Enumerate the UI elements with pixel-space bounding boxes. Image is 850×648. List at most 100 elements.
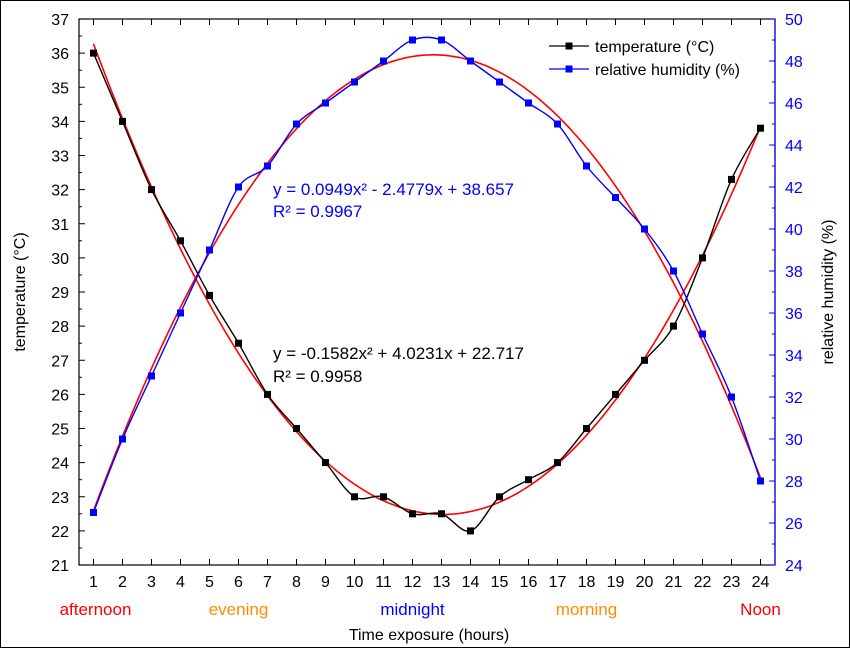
data-point-temperature bbox=[322, 459, 329, 467]
y-right-tick-label: 38 bbox=[785, 264, 803, 281]
data-point-humidity bbox=[583, 162, 590, 170]
series-line-temperature bbox=[92, 52, 762, 532]
data-series bbox=[90, 36, 764, 535]
x-tick-label: 3 bbox=[147, 574, 156, 591]
y-left-tick-label: 21 bbox=[51, 558, 69, 575]
data-point-humidity bbox=[380, 57, 387, 65]
data-point-temperature bbox=[612, 390, 619, 398]
y-right-tick-label: 48 bbox=[785, 54, 803, 71]
x-tick-label: 11 bbox=[375, 574, 392, 591]
legend-marker-humidity bbox=[565, 65, 573, 73]
y-right-tick-label: 32 bbox=[785, 390, 803, 407]
y-right-tick-label: 28 bbox=[785, 474, 803, 491]
y-right-tick-label: 46 bbox=[785, 96, 803, 113]
y-left-tick-label: 31 bbox=[51, 217, 69, 234]
data-point-temperature bbox=[699, 254, 706, 262]
x-tick-label: 17 bbox=[549, 574, 567, 591]
legend: temperature (°C) relative humidity (%) bbox=[549, 39, 740, 79]
x-tick-label: 24 bbox=[752, 574, 770, 591]
x-tick-label: 9 bbox=[321, 574, 330, 591]
data-point-temperature bbox=[525, 476, 532, 484]
x-tick-label: 18 bbox=[578, 574, 596, 591]
data-point-humidity bbox=[670, 267, 677, 275]
y-left-tick-label: 34 bbox=[51, 114, 69, 131]
x-tick-label: 23 bbox=[723, 574, 741, 591]
data-point-humidity bbox=[235, 183, 242, 191]
y-axis-title-left: temperature (°C) bbox=[12, 232, 29, 351]
x-tick-label: 22 bbox=[694, 574, 712, 591]
y-left-tick-label: 22 bbox=[51, 524, 69, 541]
data-point-temperature bbox=[119, 117, 126, 125]
data-point-temperature bbox=[380, 493, 387, 501]
period-label-afternoon: afternoon bbox=[60, 600, 132, 619]
x-tick-label: 6 bbox=[234, 574, 243, 591]
x-tick-label: 19 bbox=[607, 574, 625, 591]
data-point-temperature bbox=[438, 510, 445, 518]
data-point-humidity bbox=[496, 78, 503, 86]
y-left-tick-label: 35 bbox=[51, 80, 69, 97]
data-point-temperature bbox=[90, 49, 97, 57]
data-point-humidity bbox=[148, 372, 155, 380]
data-point-humidity bbox=[728, 393, 735, 401]
y-axis-title-right: relative humidity (%) bbox=[820, 220, 837, 365]
plot-frame bbox=[78, 18, 776, 566]
legend-marker-temperature bbox=[565, 42, 573, 50]
y-left-tick-label: 25 bbox=[51, 422, 69, 439]
legend-label-temperature: temperature (°C) bbox=[595, 39, 714, 56]
x-tick-label: 8 bbox=[292, 574, 301, 591]
y-right-tick-label: 36 bbox=[785, 306, 803, 323]
x-tick-label: 13 bbox=[433, 574, 451, 591]
fit-r2-temperature: R² = 0.9967 bbox=[273, 202, 362, 221]
data-point-temperature bbox=[177, 237, 184, 245]
fit-equation-temperature: y = 0.0949x² - 2.4779x + 38.657 bbox=[273, 180, 514, 199]
fit-curves bbox=[92, 43, 762, 516]
data-point-humidity bbox=[119, 435, 126, 443]
data-point-humidity bbox=[467, 57, 474, 65]
y-left-tick-label: 36 bbox=[51, 46, 69, 63]
data-point-humidity bbox=[293, 120, 300, 128]
data-point-humidity bbox=[525, 99, 532, 107]
y-left-tick-label: 26 bbox=[51, 387, 69, 404]
x-tick-label: 7 bbox=[263, 574, 272, 591]
data-point-humidity bbox=[699, 330, 706, 338]
x-tick-label: 1 bbox=[89, 574, 98, 591]
y-right-tick-label: 44 bbox=[785, 138, 803, 155]
data-point-humidity bbox=[351, 78, 358, 86]
y-left-tick-label: 32 bbox=[51, 183, 69, 200]
period-labels: afternoon evening midnight morning Noon bbox=[60, 600, 781, 619]
data-point-temperature bbox=[670, 322, 677, 330]
x-tick-label: 5 bbox=[205, 574, 214, 591]
x-tick-label: 16 bbox=[520, 574, 538, 591]
data-point-temperature bbox=[351, 493, 358, 501]
x-axis-title: Time exposure (hours) bbox=[349, 627, 509, 644]
y-left-tick-label: 24 bbox=[51, 456, 69, 473]
data-point-humidity bbox=[641, 225, 648, 233]
x-tick-label: 2 bbox=[118, 574, 127, 591]
period-label-morning: morning bbox=[556, 600, 617, 619]
data-point-temperature bbox=[264, 390, 271, 398]
x-tick-label: 4 bbox=[176, 574, 185, 591]
y-left-tick-label: 29 bbox=[51, 285, 69, 302]
x-tick-label: 20 bbox=[636, 574, 654, 591]
data-point-humidity bbox=[90, 509, 97, 516]
y-right-tick-label: 42 bbox=[785, 180, 803, 197]
data-point-temperature bbox=[583, 425, 590, 432]
data-point-humidity bbox=[409, 36, 416, 44]
data-point-temperature bbox=[206, 291, 213, 299]
axes: 1 2 3 4 5 6 7 8 9 10 11 12 13 14 15 16 17 18 19 20 21 22 23 242… bbox=[51, 12, 803, 591]
data-point-humidity bbox=[757, 477, 764, 485]
period-label-noon: Noon bbox=[740, 600, 781, 619]
y-left-tick-label: 23 bbox=[51, 490, 69, 507]
data-point-temperature bbox=[641, 356, 648, 364]
data-point-temperature bbox=[148, 186, 155, 194]
data-point-temperature bbox=[293, 425, 300, 432]
x-tick-label: 10 bbox=[346, 574, 364, 591]
data-point-temperature bbox=[728, 175, 735, 183]
x-tick-label: 15 bbox=[491, 574, 509, 591]
period-label-midnight: midnight bbox=[380, 600, 445, 619]
fit-r2-humidity: R² = 0.9958 bbox=[273, 367, 362, 386]
data-point-humidity bbox=[612, 194, 619, 201]
x-tick-label: 14 bbox=[462, 574, 480, 591]
data-point-temperature bbox=[757, 124, 764, 132]
